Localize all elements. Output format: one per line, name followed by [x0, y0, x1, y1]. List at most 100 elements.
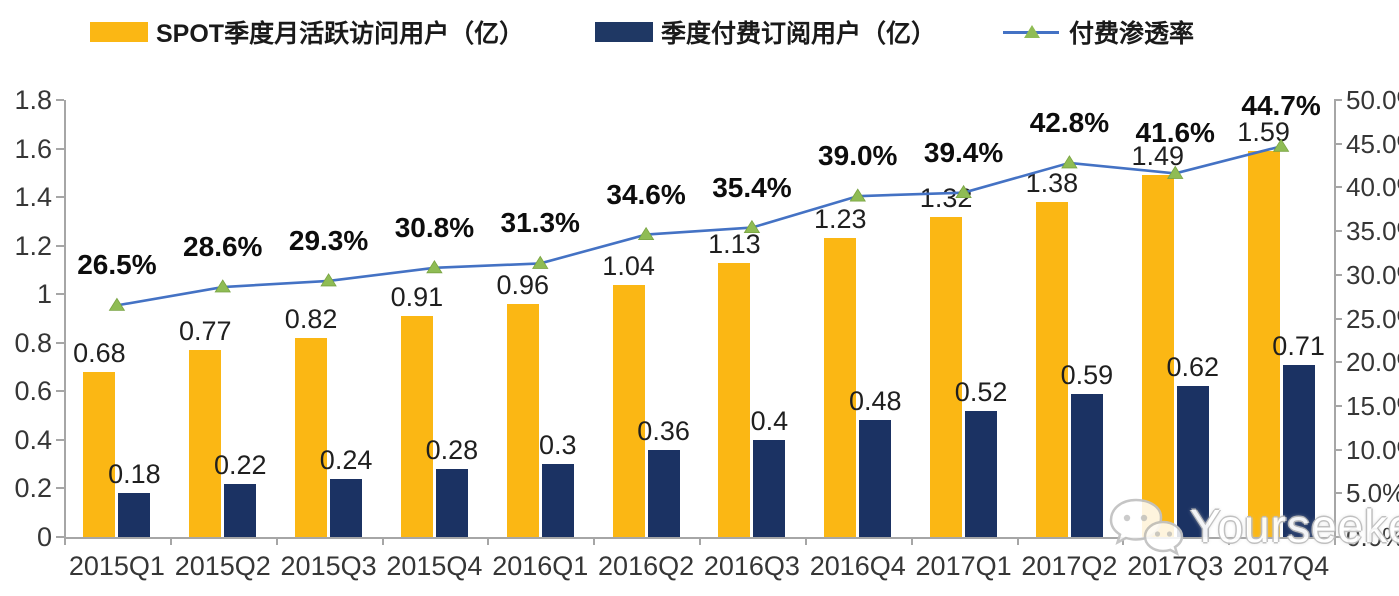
penetration-value-label: 39.4% — [923, 136, 1004, 168]
mau-bar — [506, 303, 539, 537]
y-axis-left-tick-label: 1.4 — [14, 182, 52, 213]
penetration-marker-icon — [214, 279, 231, 293]
mau-value-label: 1.13 — [708, 228, 761, 259]
mau-value-label: 0.82 — [284, 303, 338, 334]
y-axis-left-tick-label: 0.8 — [14, 327, 52, 358]
penetration-value-label: 42.8% — [1029, 106, 1110, 138]
penetration-value-label: 35.4% — [712, 171, 792, 203]
y-axis-right-tick-label: 10.0% — [1346, 434, 1399, 465]
mau-bar — [189, 350, 222, 537]
penetration-legend-label: 付费渗透率 — [1069, 20, 1195, 48]
y-axis-right-tick-label: 35.0% — [1346, 216, 1399, 247]
y-axis-left-tick — [56, 244, 64, 247]
subs-bar — [1070, 393, 1103, 537]
y-axis-right-tick — [1334, 230, 1342, 233]
x-axis-tick-label: 2017Q1 — [915, 551, 1012, 581]
x-axis-tick — [593, 537, 596, 545]
penetration-legend-triangle-icon — [1024, 25, 1040, 38]
y-axis-left-tick — [56, 196, 64, 199]
y-axis-right-tick — [1334, 142, 1342, 145]
y-axis-left-tick — [56, 293, 64, 296]
y-axis-right-tick — [1334, 361, 1342, 364]
mau-value-label: 1.38 — [1025, 167, 1079, 198]
x-axis-tick-label: 2015Q3 — [280, 551, 377, 581]
subs-value-label: 0.59 — [1060, 359, 1114, 390]
subs-value-label: 0.36 — [637, 415, 690, 446]
subs-value-label: 0.62 — [1166, 352, 1220, 383]
subs-value-label: 0.3 — [538, 430, 577, 461]
x-axis-tick — [1016, 537, 1019, 545]
penetration-marker-icon — [108, 297, 126, 311]
penetration-marker-icon — [426, 260, 443, 274]
subs-value-label: 0.18 — [108, 459, 161, 490]
subs-legend-swatch — [595, 22, 653, 42]
subs-bar — [435, 469, 468, 537]
y-axis-left-tick-label: 1.8 — [14, 85, 52, 115]
x-axis-tick-label: 2015Q1 — [68, 551, 165, 581]
penetration-value-label: 44.7% — [1241, 90, 1321, 122]
legend-item-subs: 季度付费订阅用户（亿） — [595, 18, 936, 48]
x-axis-tick-label: 2017Q4 — [1233, 551, 1330, 581]
x-axis-tick-label: 2015Q2 — [174, 551, 271, 581]
legend-item-penetration: 付费渗透率 — [1003, 18, 1194, 48]
y-axis-left-tick-label: 0.6 — [14, 376, 52, 407]
y-axis-left-tick — [56, 390, 64, 393]
y-axis-left-tick — [56, 487, 64, 490]
x-axis-tick-label: 2016Q1 — [492, 551, 589, 581]
subs-value-label: 0.22 — [213, 449, 267, 480]
y-axis-right-tick-label: 5.0% — [1346, 478, 1399, 509]
y-axis-left-tick-label: 0 — [36, 522, 52, 552]
mau-value-label: 1.32 — [919, 182, 973, 213]
x-axis-tick-label: 2017Q3 — [1127, 551, 1224, 581]
subs-value-label: 0.28 — [425, 435, 479, 466]
subs-value-label: 0.4 — [750, 405, 789, 436]
mau-bar — [83, 371, 116, 537]
x-axis-tick — [699, 537, 701, 545]
y-axis-right-tick — [1334, 99, 1342, 101]
subs-value-label: 0.71 — [1272, 330, 1325, 361]
subs-bar — [330, 478, 363, 537]
y-axis-right-tick-label: 0.0% — [1346, 522, 1399, 552]
y-axis-right-tick-label: 30.0% — [1346, 259, 1399, 290]
subs-value-label: 0.48 — [848, 386, 902, 417]
mau-value-label: 1.04 — [602, 250, 655, 281]
y-axis-right-tick — [1334, 448, 1342, 451]
y-axis-left-tick — [56, 341, 64, 344]
x-axis-tick — [910, 537, 913, 545]
subs-bar — [753, 439, 786, 537]
subs-legend-label: 季度付费订阅用户（亿） — [661, 20, 937, 48]
x-axis-tick — [804, 537, 807, 545]
y-axis-left-tick-label: 1.6 — [14, 133, 52, 164]
watermark-text: Yourseeker — [1190, 500, 1399, 552]
y-axis-left-tick — [56, 147, 64, 150]
x-axis-tick — [275, 537, 278, 545]
y-axis-left-tick — [56, 536, 64, 538]
y-axis-left-tick-label: 0.4 — [14, 424, 52, 455]
x-axis-tick-label: 2016Q2 — [598, 551, 695, 581]
x-axis-tick — [64, 537, 66, 545]
mau-bar — [718, 262, 751, 537]
y-axis-right-tick-label: 25.0% — [1346, 303, 1399, 334]
mau-value-label: 0.68 — [73, 337, 126, 368]
penetration-marker-icon — [320, 273, 337, 287]
penetration-legend-marker-icon — [1003, 22, 1059, 42]
y-axis-left-tick-label: 1.2 — [14, 230, 52, 261]
mau-value-label: 0.91 — [390, 282, 444, 313]
mau-value-label: 1.23 — [813, 204, 867, 235]
subs-bar — [118, 493, 151, 537]
x-axis-tick — [1334, 537, 1336, 545]
y-axis-left-tick — [56, 99, 64, 101]
y-axis-right-tick-label: 40.0% — [1346, 172, 1399, 203]
x-axis-tick-label: 2015Q4 — [386, 551, 483, 581]
y-axis-right-tick — [1334, 536, 1342, 538]
y-axis-right-tick-label: 45.0% — [1346, 128, 1399, 159]
y-axis-right-tick — [1334, 317, 1342, 320]
y-axis-right-tick-label: 20.0% — [1346, 347, 1399, 378]
penetration-marker-icon — [1061, 155, 1078, 169]
subs-bar — [647, 449, 680, 537]
mau-legend-label: SPOT季度月活跃访问用户（亿） — [156, 20, 525, 48]
subs-bar — [541, 464, 574, 537]
mau-legend-swatch — [90, 22, 148, 42]
y-axis-left — [64, 100, 66, 537]
y-axis-left-tick — [56, 438, 64, 441]
